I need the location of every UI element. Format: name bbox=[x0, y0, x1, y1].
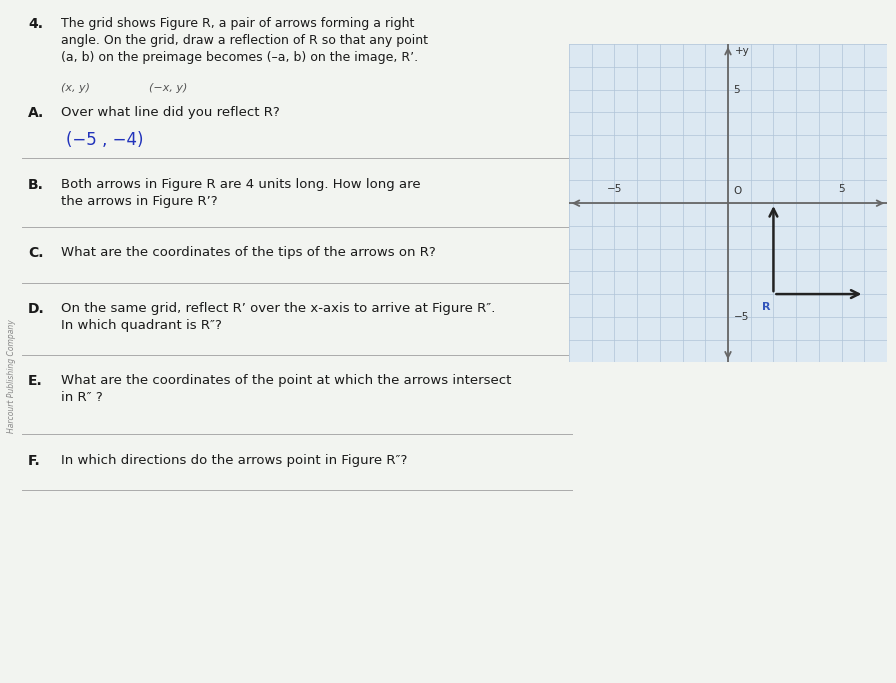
Text: +y: +y bbox=[735, 46, 750, 57]
Text: F.: F. bbox=[28, 454, 40, 468]
Text: Both arrows in Figure R are 4 units long. How long are
the arrows in Figure R’?: Both arrows in Figure R are 4 units long… bbox=[61, 178, 420, 208]
Text: O: O bbox=[734, 186, 742, 197]
Text: Over what line did you reflect R?: Over what line did you reflect R? bbox=[61, 106, 280, 119]
Text: (−5 , −4): (−5 , −4) bbox=[66, 131, 144, 149]
Text: 5: 5 bbox=[839, 184, 845, 194]
Text: C.: C. bbox=[28, 246, 43, 260]
Text: (−x, y): (−x, y) bbox=[149, 83, 187, 94]
Text: The grid shows Figure R, a pair of arrows forming a right
angle. On the grid, dr: The grid shows Figure R, a pair of arrow… bbox=[61, 17, 428, 64]
Text: What are the coordinates of the point at which the arrows intersect
in R″ ?: What are the coordinates of the point at… bbox=[61, 374, 512, 404]
Text: −5: −5 bbox=[607, 184, 622, 194]
Text: D.: D. bbox=[28, 302, 45, 316]
Text: What are the coordinates of the tips of the arrows on R?: What are the coordinates of the tips of … bbox=[61, 246, 435, 259]
Text: A.: A. bbox=[28, 106, 44, 120]
Text: R: R bbox=[762, 302, 771, 312]
Text: (x, y): (x, y) bbox=[61, 83, 90, 94]
Text: On the same grid, reflect R’ over the x-axis to arrive at Figure R″.
In which qu: On the same grid, reflect R’ over the x-… bbox=[61, 302, 495, 332]
Text: −5: −5 bbox=[734, 312, 749, 322]
Text: 5: 5 bbox=[734, 85, 740, 94]
Text: Harcourt Publishing Company: Harcourt Publishing Company bbox=[6, 319, 16, 432]
Text: In which directions do the arrows point in Figure R″?: In which directions do the arrows point … bbox=[61, 454, 408, 467]
Text: B.: B. bbox=[28, 178, 44, 191]
Text: E.: E. bbox=[28, 374, 43, 388]
Text: 4.: 4. bbox=[28, 17, 43, 31]
